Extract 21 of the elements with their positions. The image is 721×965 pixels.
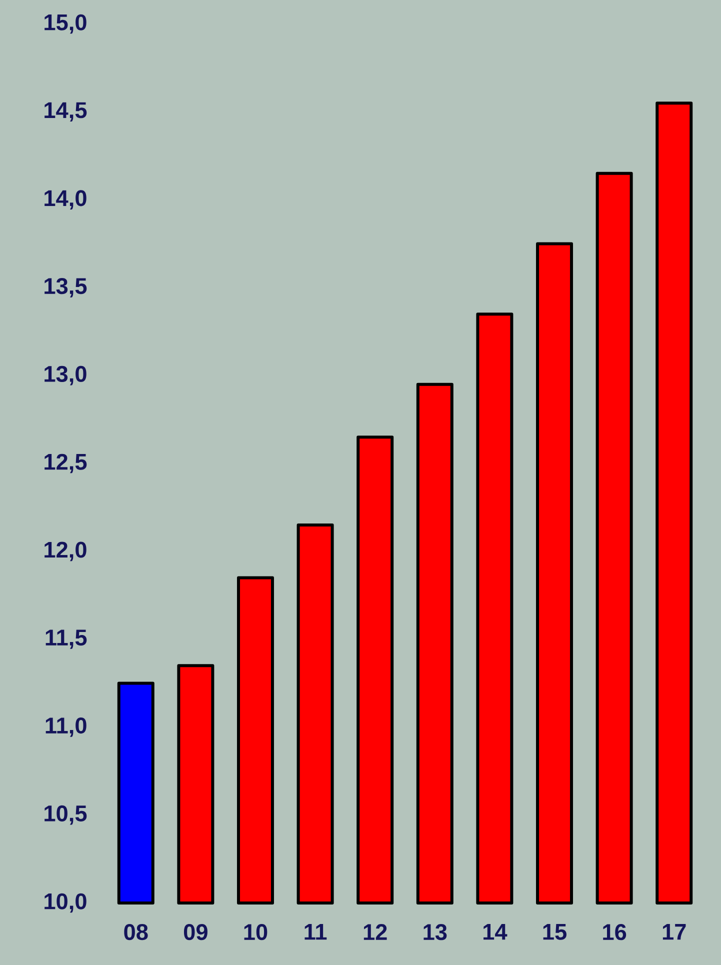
x-tick-label: 12 [364, 924, 387, 940]
y-tick-label: 13,0 [44, 366, 86, 386]
x-tick-label: 13 [424, 924, 447, 940]
x-tick-label: 17 [662, 924, 686, 940]
x-tick-label: 09 [184, 924, 208, 940]
x-tick-label: 14 [484, 924, 508, 940]
y-tick-label: 12,5 [44, 454, 87, 474]
x-tick-label: 10 [244, 924, 268, 940]
y-tick-label: 11,5 [46, 630, 87, 649]
y-tick-label: 10,0 [44, 893, 86, 913]
x-tick-label: 16 [603, 924, 626, 940]
y-tick-label: 12,0 [44, 542, 86, 562]
y-tick-label: 15,0 [44, 14, 86, 34]
y-tick-label: 13,5 [44, 278, 87, 298]
y-tick-label: 10,5 [44, 805, 87, 825]
y-tick-label: 14,5 [44, 102, 87, 122]
y-tick-label: 14,0 [44, 190, 86, 210]
x-tick-label: 15 [543, 924, 566, 940]
x-tick-label: 08 [124, 924, 148, 940]
y-tick-label: 11,0 [46, 718, 86, 737]
x-tick-label: 11 [304, 924, 327, 940]
